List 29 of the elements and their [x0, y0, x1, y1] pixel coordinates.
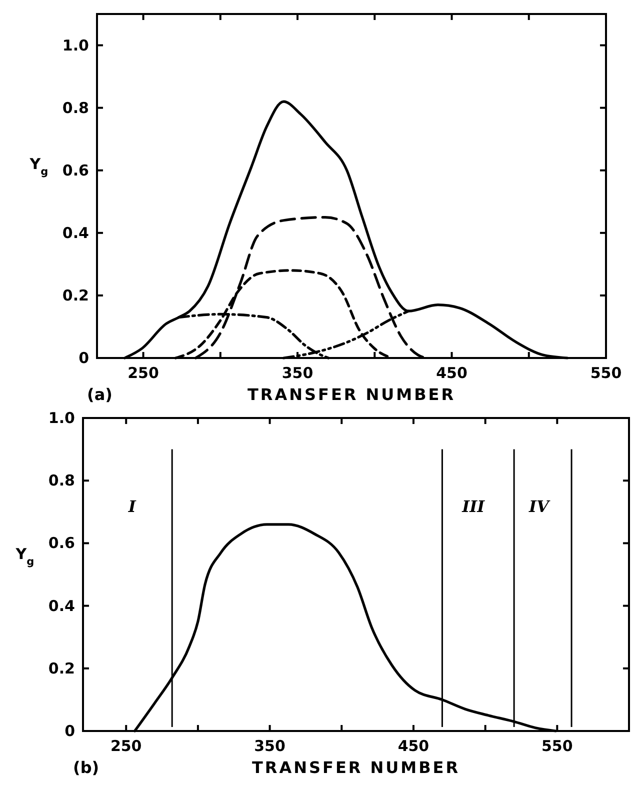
x-tick-label: 250	[128, 364, 159, 382]
x-tick-label: 450	[398, 737, 430, 755]
y-tick-label: 0.4	[48, 596, 75, 615]
x-tick-label: 350	[254, 737, 286, 755]
y-tick-label: 0.2	[48, 659, 75, 678]
y-axis-title: Y$_{g}$	[14, 544, 34, 568]
annotation: III	[461, 496, 486, 516]
y-tick-label: 0.2	[62, 286, 89, 304]
y-axis-title: Y$_{g}$	[28, 154, 48, 178]
y-tick-label: 0.6	[62, 161, 89, 180]
y-tick-label: 0.6	[48, 534, 75, 552]
y-tick-label: 1.0	[48, 409, 75, 427]
x-tick-label: 250	[110, 737, 142, 755]
x-axis-title: TRANSFER NUMBER	[247, 385, 456, 404]
x-tick-label: 350	[282, 364, 314, 382]
annotation: I	[127, 496, 136, 516]
annotation: IV	[528, 496, 550, 516]
y-tick-label: 0	[64, 722, 75, 740]
x-tick-label: 550	[590, 364, 622, 382]
y-tick-label: 0.4	[62, 224, 89, 242]
y-tick-label: 0.8	[62, 98, 89, 117]
text: (a)	[87, 385, 112, 404]
y-tick-label: 0	[78, 349, 89, 367]
x-tick-label: 450	[436, 364, 468, 382]
y-tick-label: 1.0	[62, 36, 89, 54]
x-axis-title: TRANSFER NUMBER	[252, 758, 460, 777]
text: (b)	[73, 758, 100, 777]
y-tick-label: 0.8	[48, 472, 75, 490]
x-tick-label: 550	[542, 737, 573, 755]
